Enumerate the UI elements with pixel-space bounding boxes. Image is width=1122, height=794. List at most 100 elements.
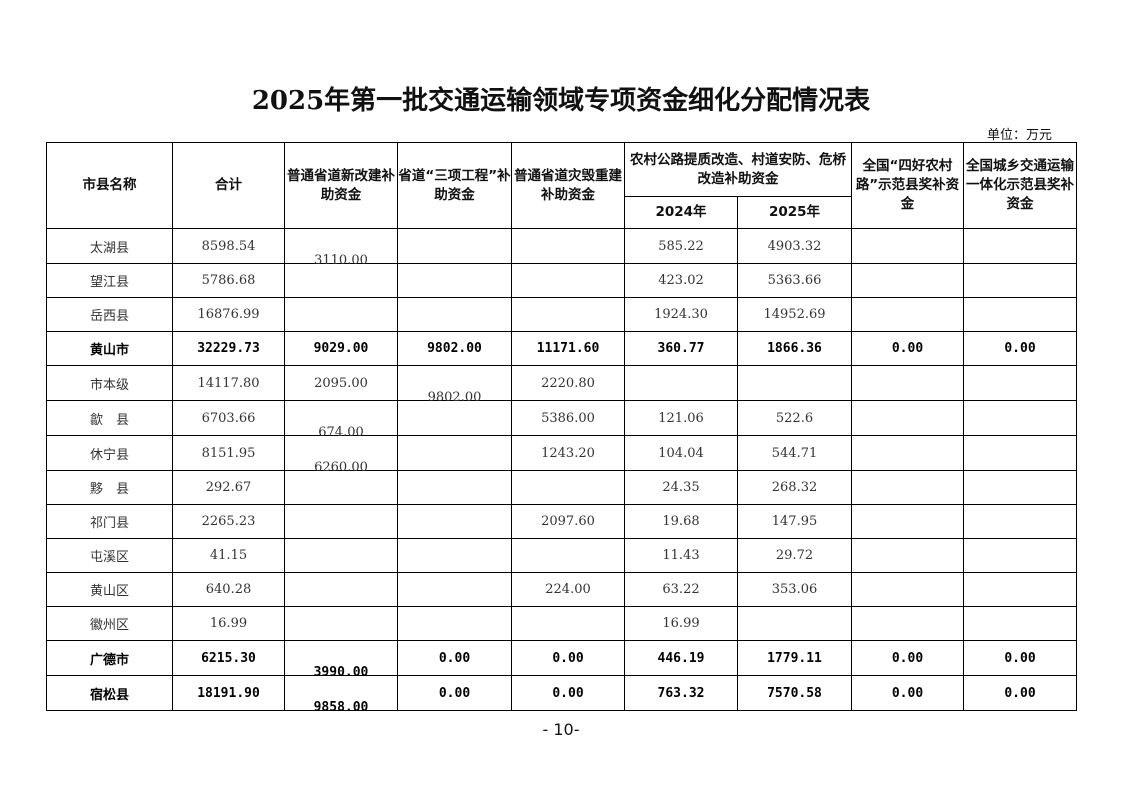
value-cell: 6215.30 <box>172 640 285 676</box>
value-cell: 3990.00 <box>284 640 398 680</box>
cell-text: 广德市 <box>89 652 129 668</box>
value-cell <box>511 538 625 573</box>
value-cell <box>737 365 852 401</box>
value-cell <box>851 435 964 471</box>
cell-text: 徽州区 <box>89 618 129 633</box>
value-cell <box>851 228 964 264</box>
value-cell <box>397 504 512 539</box>
region-name-cell: 屯溪区 <box>46 538 173 573</box>
value-cell: 423.02 <box>624 263 738 298</box>
cell-text: 0.00 <box>891 341 924 356</box>
value-cell: 1243.20 <box>511 435 625 471</box>
value-cell <box>851 606 964 641</box>
value-cell <box>851 572 964 607</box>
header-name: 市县名称 <box>46 142 173 229</box>
cell-text: 63.22 <box>662 582 700 597</box>
value-cell <box>624 365 738 401</box>
value-cell: 16.99 <box>172 606 285 641</box>
value-cell <box>511 297 625 332</box>
value-cell <box>851 470 964 505</box>
value-cell: 24.35 <box>624 470 738 505</box>
table-row: 屯溪区 41.15 11.43 29.72 <box>46 538 1077 573</box>
cell-text: 1924.30 <box>654 307 708 322</box>
value-cell: 268.32 <box>737 470 852 505</box>
cell-text: 16.99 <box>209 616 248 631</box>
value-cell <box>397 538 512 573</box>
value-cell: 640.28 <box>172 572 285 607</box>
cell-text: 24.35 <box>662 480 700 495</box>
value-cell <box>397 470 512 505</box>
value-cell: 5386.00 <box>511 400 625 436</box>
cell-text: 3110.00 <box>314 253 368 268</box>
value-cell: 14952.69 <box>737 297 852 332</box>
value-cell: 18191.90 <box>172 675 285 711</box>
value-cell: 4903.32 <box>737 228 852 264</box>
value-cell <box>963 538 1077 573</box>
value-cell <box>397 400 512 436</box>
value-cell: 8598.54 <box>172 228 285 264</box>
value-cell <box>511 606 625 641</box>
value-cell: 0.00 <box>511 675 625 711</box>
value-cell: 29.72 <box>737 538 852 573</box>
table-row: 市本级 14117.80 2095.00 9802.00 2220.80 <box>46 365 1077 405</box>
value-cell <box>963 263 1077 298</box>
cell-text: 763.32 <box>657 685 705 701</box>
cell-text: 太湖县 <box>89 240 129 256</box>
cell-text: 黄山市 <box>89 343 129 358</box>
table-row: 休宁县 8151.95 6260.00 1243.20 104.04 544.71 <box>46 435 1077 475</box>
value-cell <box>963 435 1077 471</box>
cell-text: 16876.99 <box>197 307 260 322</box>
value-cell: 763.32 <box>624 675 738 711</box>
value-cell <box>397 606 512 641</box>
value-cell <box>284 504 398 539</box>
value-cell: 1924.30 <box>624 297 738 332</box>
cell-text: 休宁县 <box>89 447 129 463</box>
value-cell: 3110.00 <box>284 228 398 268</box>
value-cell: 8151.95 <box>172 435 285 471</box>
cell-text: 歙 县 <box>89 412 129 428</box>
value-cell: 224.00 <box>511 572 625 607</box>
value-cell: 14117.80 <box>172 365 285 401</box>
cell-text: 岳西县 <box>89 309 129 324</box>
table-row: 黄山市 32229.73 9029.00 9802.00 11171.60 360.77 1… <box>46 331 1077 366</box>
cell-text: 黄山区 <box>89 584 129 599</box>
value-cell: 2095.00 <box>284 365 398 401</box>
value-cell <box>397 263 512 298</box>
cell-text: 9858.00 <box>313 700 369 715</box>
value-cell: 353.06 <box>737 572 852 607</box>
value-cell <box>284 297 398 332</box>
value-cell: 2220.80 <box>511 365 625 401</box>
value-cell <box>963 400 1077 436</box>
value-cell <box>397 297 512 332</box>
value-cell: 360.77 <box>624 331 738 366</box>
cell-text: 9029.00 <box>313 341 369 356</box>
cell-text: 市本级 <box>89 377 129 393</box>
value-cell <box>963 470 1077 505</box>
header-disaster-rebuild: 普通省道灾毁重建补助资金 <box>511 142 625 229</box>
value-cell: 0.00 <box>851 675 964 711</box>
cell-text: 522.6 <box>775 410 814 426</box>
cell-text: 11.43 <box>662 548 700 563</box>
cell-text: 0.00 <box>891 650 924 666</box>
cell-text: 446.19 <box>657 650 705 666</box>
cell-text: 16.99 <box>662 616 700 631</box>
region-name-cell: 黄山市 <box>46 331 173 366</box>
value-cell <box>511 228 625 264</box>
table-row: 徽州区 16.99 16.99 <box>46 606 1077 641</box>
cell-text: 1866.36 <box>767 341 822 356</box>
value-cell: 1779.11 <box>737 640 852 676</box>
value-cell: 41.15 <box>172 538 285 573</box>
cell-text: 3990.00 <box>313 665 369 680</box>
cell-text: 5386.00 <box>541 410 595 426</box>
value-cell: 63.22 <box>624 572 738 607</box>
value-cell: 0.00 <box>963 331 1077 366</box>
region-name-cell: 望江县 <box>46 263 173 298</box>
cell-text: 0.00 <box>552 685 584 701</box>
value-cell <box>284 470 398 505</box>
value-cell <box>963 228 1077 264</box>
table-row: 祁门县 2265.23 2097.60 19.68 147.95 <box>46 504 1077 539</box>
cell-text: 360.77 <box>657 341 705 356</box>
cell-text: 11171.60 <box>536 341 600 356</box>
cell-text: 1779.11 <box>767 650 822 666</box>
cell-text: 353.06 <box>771 582 818 597</box>
